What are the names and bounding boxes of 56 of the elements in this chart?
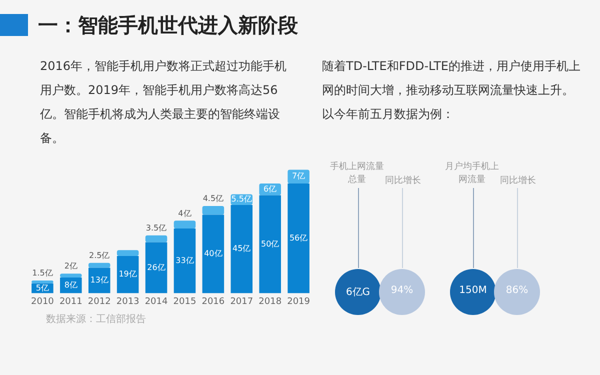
bar <box>116 250 139 256</box>
data-label: 5亿 <box>36 283 49 292</box>
text: 6亿G <box>344 286 372 299</box>
bar <box>145 235 168 242</box>
data-label: 3.5亿 <box>146 223 167 232</box>
data-label: 19亿 <box>118 270 137 279</box>
bar <box>288 170 310 184</box>
data-label: 13亿 <box>90 276 108 285</box>
chart-subtitle: 2016年，智能手机用户数将正式超过功能手机用户数。2019年，智能手机用户数将高达56亿。智能手机将成为人类最主要的智能终端设备。 <box>40 58 288 147</box>
bar <box>288 183 310 294</box>
text: 月户均手机上网流量 <box>445 160 499 186</box>
data-label: 1.5亿 <box>32 268 53 278</box>
x-tick-label: 2015 <box>173 296 196 307</box>
x-tick-label: 2018 <box>258 296 282 307</box>
text: 同比增长 <box>384 174 422 187</box>
data-label: 40亿 <box>204 249 222 258</box>
text: 94% <box>390 285 414 296</box>
bar <box>60 274 82 278</box>
data-label: 4.5亿 <box>202 194 224 204</box>
bar <box>174 228 196 294</box>
data-label: 26亿 <box>147 262 166 272</box>
text: 86% <box>504 285 530 296</box>
data-label: 2亿 <box>64 262 78 271</box>
data-label: 4亿 <box>178 208 192 218</box>
bar <box>202 214 224 294</box>
bar <box>88 262 110 268</box>
x-tick-label: 2013 <box>116 296 140 307</box>
text: 手机上网流量总量 <box>330 160 384 186</box>
data-label: 6亿 <box>264 184 277 194</box>
data-label: 50亿 <box>261 239 280 248</box>
x-tick-label: 2010 <box>30 296 54 307</box>
data-label: 56亿 <box>289 233 308 242</box>
x-tick-label: 2012 <box>88 296 111 307</box>
x-tick-label: 2014 <box>144 296 168 307</box>
bar <box>174 220 196 229</box>
text: 同比增长 <box>499 174 537 187</box>
bar <box>230 205 253 294</box>
x-tick-label: 2011 <box>59 296 82 307</box>
bar <box>145 242 168 294</box>
x-tick-label: 2016 <box>202 296 225 307</box>
data-label: 8亿 <box>64 280 78 290</box>
text: 随着TD-LTE和FDD-LTE的推进，用户使用手机上网的时间大增，推动移动互联网流量快速上升。以今年前五月数据为例： <box>322 58 582 123</box>
bar <box>259 195 281 294</box>
data-label: 45亿 <box>232 244 251 254</box>
bar <box>32 280 54 284</box>
bar <box>116 256 139 294</box>
data-label: 33亿 <box>176 256 194 265</box>
x-tick-label: 2019 <box>287 296 310 307</box>
x-tick-label: 2017 <box>230 296 254 307</box>
data-label: 5.5亿 <box>231 194 252 204</box>
source-note: 数据来源：工信部报告 <box>46 312 146 326</box>
text: 150M <box>458 285 488 296</box>
bar <box>202 206 224 215</box>
data-label: 2.5亿 <box>88 250 110 260</box>
chart-title: 一：智能手机世代进入新阶段 <box>38 12 298 39</box>
data-label: 7亿 <box>292 172 306 181</box>
